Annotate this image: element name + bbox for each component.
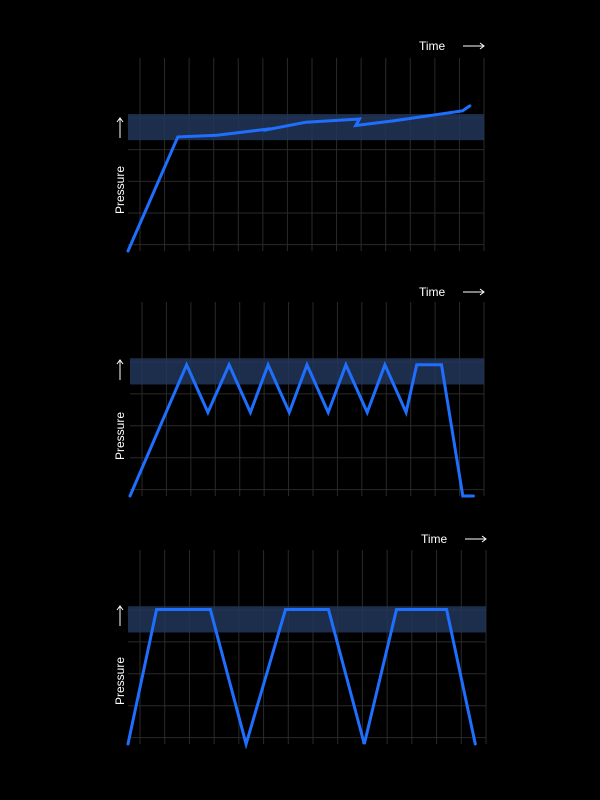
y-axis-label: Pressure [113,657,127,705]
chart-panel-1: Time Pressure [113,39,485,253]
grid [130,302,485,496]
chart-panel-3: Time Pressure [113,532,487,750]
x-axis-label: Time [419,285,446,299]
grid [128,58,485,251]
x-axis-label: Time [419,39,446,53]
up-arrow-icon [116,117,124,138]
right-arrow-icon [463,42,485,50]
right-arrow-icon [463,288,485,296]
up-arrow-icon [116,605,124,626]
pressure-trace [126,608,477,750]
pressure-trace [126,104,472,253]
x-axis-label: Time [421,532,448,546]
chart-panel-2: Time Pressure [113,285,485,498]
y-axis-label: Pressure [113,412,127,460]
up-arrow-icon [116,359,124,380]
pressure-trace [128,360,475,498]
y-axis-label: Pressure [113,166,127,214]
grid [128,550,487,744]
right-arrow-icon [465,535,487,543]
